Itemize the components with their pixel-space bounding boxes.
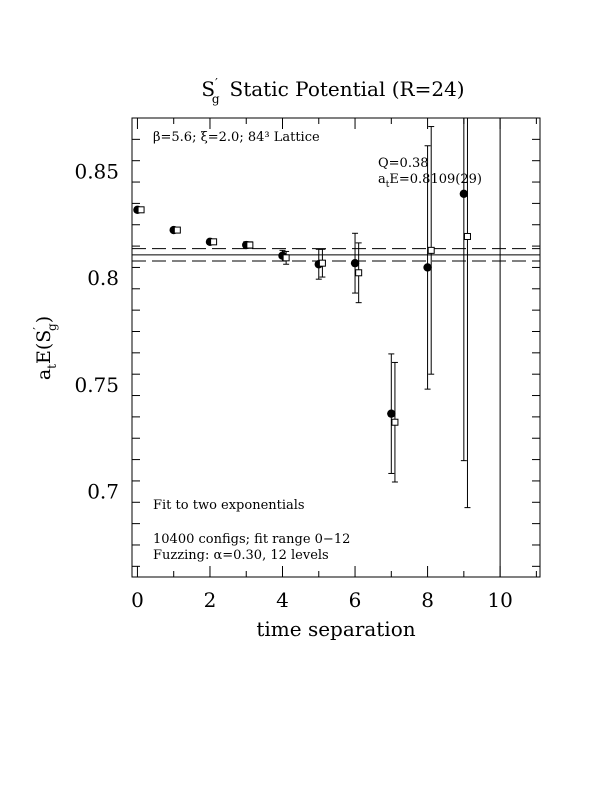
q-annotation: Q=0.38 — [378, 156, 429, 171]
data-point-square — [282, 254, 290, 262]
data-point-circle — [423, 263, 432, 272]
y-label-prime: ′ — [31, 327, 45, 330]
y-label-sub: g — [45, 323, 59, 331]
data-point-square — [463, 232, 471, 240]
data-point-circle — [387, 409, 396, 418]
x-tick-label: 0 — [131, 588, 144, 612]
y-tick-label: 0.85 — [74, 159, 119, 183]
chart-title: S′ g Static Potential (R=24) — [201, 76, 464, 106]
data-point-square — [318, 259, 326, 267]
configs-annotation: 10400 configs; fit range 0−12 — [153, 532, 350, 547]
y-label-a-sub: t — [45, 364, 59, 369]
x-tick-label: 8 — [421, 588, 434, 612]
y-tick-label: 0.7 — [87, 480, 119, 504]
data-point-square — [355, 269, 363, 277]
data-point-square — [246, 241, 254, 249]
lattice-annotation: β=5.6; ξ=2.0; 84³ Lattice — [153, 130, 320, 145]
data-point-square — [391, 418, 399, 426]
data-point-square — [427, 246, 435, 254]
y-label-a: a — [33, 369, 55, 380]
x-tick-labels: 0 2 4 6 8 10 — [131, 588, 513, 612]
energy-annotation: atE=0.8109(29) — [378, 172, 482, 190]
y-tick-labels: 0.7 0.75 0.8 0.85 — [74, 159, 119, 503]
energy-value: E=0.8109(29) — [389, 172, 482, 187]
y-tick-label: 0.8 — [87, 266, 119, 290]
y-label-e: E(S — [33, 330, 55, 364]
data-point-square — [173, 226, 181, 234]
data-point-circle — [459, 189, 469, 198]
energy-a: a — [378, 172, 386, 187]
x-tick-label: 10 — [487, 588, 512, 612]
y-axis-label: atE(S′g) — [31, 316, 59, 380]
energy-sub: t — [386, 180, 390, 190]
fuzzing-annotation: Fuzzing: α=0.30, 12 levels — [153, 548, 329, 563]
title-subscript: g — [212, 92, 220, 106]
x-axis-label: time separation — [256, 617, 415, 641]
x-tick-label: 6 — [349, 588, 362, 612]
data-point-circle — [350, 258, 360, 268]
y-tick-label: 0.75 — [74, 373, 119, 397]
data-points — [133, 118, 501, 577]
fit-lines — [132, 248, 540, 262]
title-text: Static Potential (R=24) — [230, 77, 465, 101]
title-symbol: S — [201, 77, 215, 101]
data-point-square — [210, 238, 218, 246]
y-label-close: ) — [33, 316, 55, 323]
x-tick-label: 2 — [204, 588, 217, 612]
fit-type-annotation: Fit to two exponentials — [153, 498, 305, 513]
x-tick-label: 4 — [276, 588, 289, 612]
title-prime: ′ — [215, 76, 218, 90]
data-point-square — [137, 206, 145, 214]
plot-frame — [131, 117, 541, 578]
